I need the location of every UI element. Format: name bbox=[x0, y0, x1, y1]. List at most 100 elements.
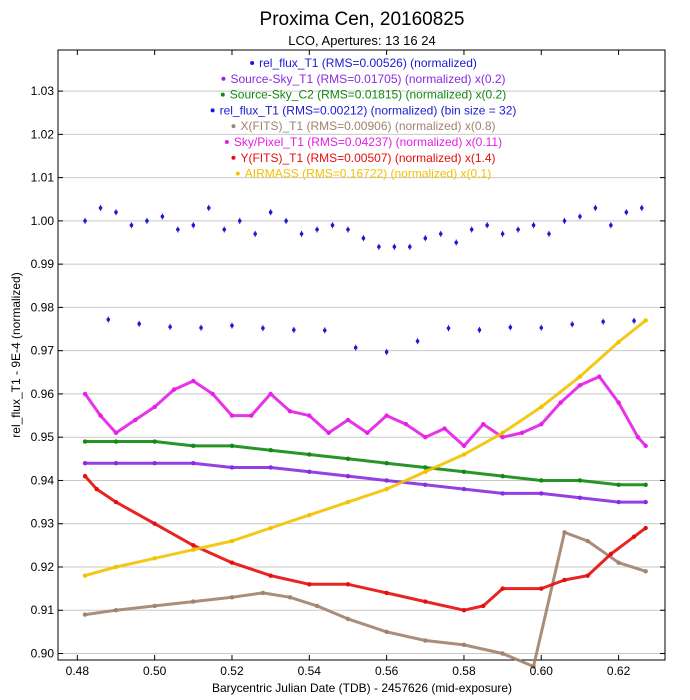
data-point bbox=[113, 608, 119, 613]
series-trace bbox=[83, 375, 648, 448]
data-point bbox=[229, 443, 235, 449]
data-point bbox=[384, 413, 389, 418]
chart-subtitle: LCO, Apertures: 13 16 24 bbox=[288, 33, 435, 48]
y-tick-label: 0.98 bbox=[31, 300, 55, 314]
data-point bbox=[438, 232, 443, 236]
data-point bbox=[643, 525, 648, 531]
legend-marker bbox=[231, 124, 236, 129]
data-point bbox=[454, 240, 459, 245]
data-point bbox=[461, 608, 467, 613]
data-point bbox=[191, 223, 196, 228]
data-point bbox=[500, 491, 505, 496]
data-point bbox=[539, 325, 544, 330]
data-point bbox=[261, 326, 265, 330]
data-point bbox=[384, 486, 389, 492]
data-point bbox=[500, 430, 505, 436]
data-point bbox=[624, 210, 629, 215]
data-point bbox=[597, 374, 602, 379]
data-point bbox=[500, 434, 505, 440]
data-point bbox=[562, 219, 567, 223]
data-point bbox=[307, 469, 312, 475]
legend-marker bbox=[220, 92, 225, 97]
data-point bbox=[461, 486, 467, 492]
data-point bbox=[577, 495, 583, 500]
grid bbox=[58, 90, 665, 655]
data-point bbox=[82, 573, 88, 578]
data-point bbox=[423, 236, 428, 240]
data-point bbox=[500, 651, 505, 656]
data-point bbox=[222, 227, 227, 232]
legend-marker bbox=[210, 108, 215, 113]
series-1 bbox=[82, 460, 648, 505]
data-point bbox=[152, 439, 157, 444]
data-point bbox=[377, 245, 381, 249]
data-point bbox=[481, 422, 486, 427]
data-point bbox=[152, 603, 157, 609]
data-point bbox=[616, 499, 621, 505]
data-point bbox=[330, 223, 335, 228]
data-point bbox=[152, 521, 157, 526]
data-point bbox=[191, 460, 196, 466]
data-point bbox=[307, 512, 312, 518]
data-point bbox=[307, 582, 312, 587]
legend-entry: Source-Sky_T1 (RMS=0.01705) (normalized)… bbox=[230, 72, 505, 86]
y-tick-label: 0.92 bbox=[31, 560, 55, 574]
data-point bbox=[539, 422, 544, 427]
data-point bbox=[415, 339, 420, 343]
data-point bbox=[477, 328, 482, 332]
y-axis-label: rel_flux_T1 - 9E-4 (normalized) bbox=[9, 272, 23, 437]
data-point bbox=[442, 426, 447, 431]
data-point bbox=[230, 323, 234, 328]
data-point bbox=[210, 391, 215, 397]
data-point bbox=[229, 465, 235, 470]
data-point bbox=[384, 478, 389, 483]
data-point bbox=[577, 383, 583, 388]
data-point bbox=[206, 206, 211, 210]
legend-entry: Y(FITS)_T1 (RMS=0.00507) (normalized) x(… bbox=[240, 151, 495, 165]
data-point bbox=[229, 560, 235, 565]
data-point bbox=[562, 530, 567, 535]
y-tick-label: 0.96 bbox=[31, 387, 55, 401]
data-point bbox=[469, 227, 474, 232]
data-point bbox=[423, 599, 428, 604]
data-point bbox=[268, 525, 273, 531]
data-point bbox=[160, 214, 165, 219]
data-point bbox=[577, 478, 583, 483]
data-point bbox=[508, 325, 513, 330]
data-point bbox=[191, 443, 196, 449]
x-tick-label: 0.52 bbox=[220, 664, 244, 678]
data-point bbox=[113, 460, 119, 466]
data-point bbox=[253, 232, 257, 236]
data-point bbox=[152, 404, 157, 410]
data-point bbox=[461, 642, 467, 648]
data-point bbox=[268, 391, 273, 397]
series-5 bbox=[82, 374, 648, 449]
data-point bbox=[640, 206, 644, 210]
tick-layer: 0.90 0.91 0.92 0.93 0.94 0.95 0.96 0.97 0.98 0.99… bbox=[31, 50, 665, 678]
data-point bbox=[485, 223, 489, 228]
legend-entry: X(FITS)_T1 (RMS=0.00906) (normalized) x(… bbox=[240, 119, 495, 133]
data-point bbox=[616, 400, 621, 405]
data-point bbox=[500, 586, 505, 591]
data-point bbox=[631, 534, 637, 539]
data-point bbox=[609, 223, 613, 228]
data-point bbox=[113, 499, 119, 505]
series-trace bbox=[83, 318, 648, 578]
x-tick-label: 0.62 bbox=[607, 664, 631, 678]
data-point bbox=[152, 556, 157, 561]
y-tick-label: 1.00 bbox=[31, 214, 55, 228]
x-tick-label: 0.50 bbox=[143, 664, 167, 678]
data-point bbox=[562, 577, 567, 583]
series-4 bbox=[82, 530, 648, 669]
data-point bbox=[384, 350, 389, 354]
data-point bbox=[191, 543, 196, 548]
y-tick-label: 0.94 bbox=[31, 473, 55, 487]
data-point bbox=[616, 339, 621, 345]
y-tick-label: 1.02 bbox=[31, 127, 55, 141]
data-point bbox=[98, 413, 103, 418]
data-point bbox=[481, 603, 486, 609]
data-point bbox=[299, 232, 304, 236]
data-point bbox=[113, 564, 119, 570]
data-point bbox=[152, 460, 157, 466]
